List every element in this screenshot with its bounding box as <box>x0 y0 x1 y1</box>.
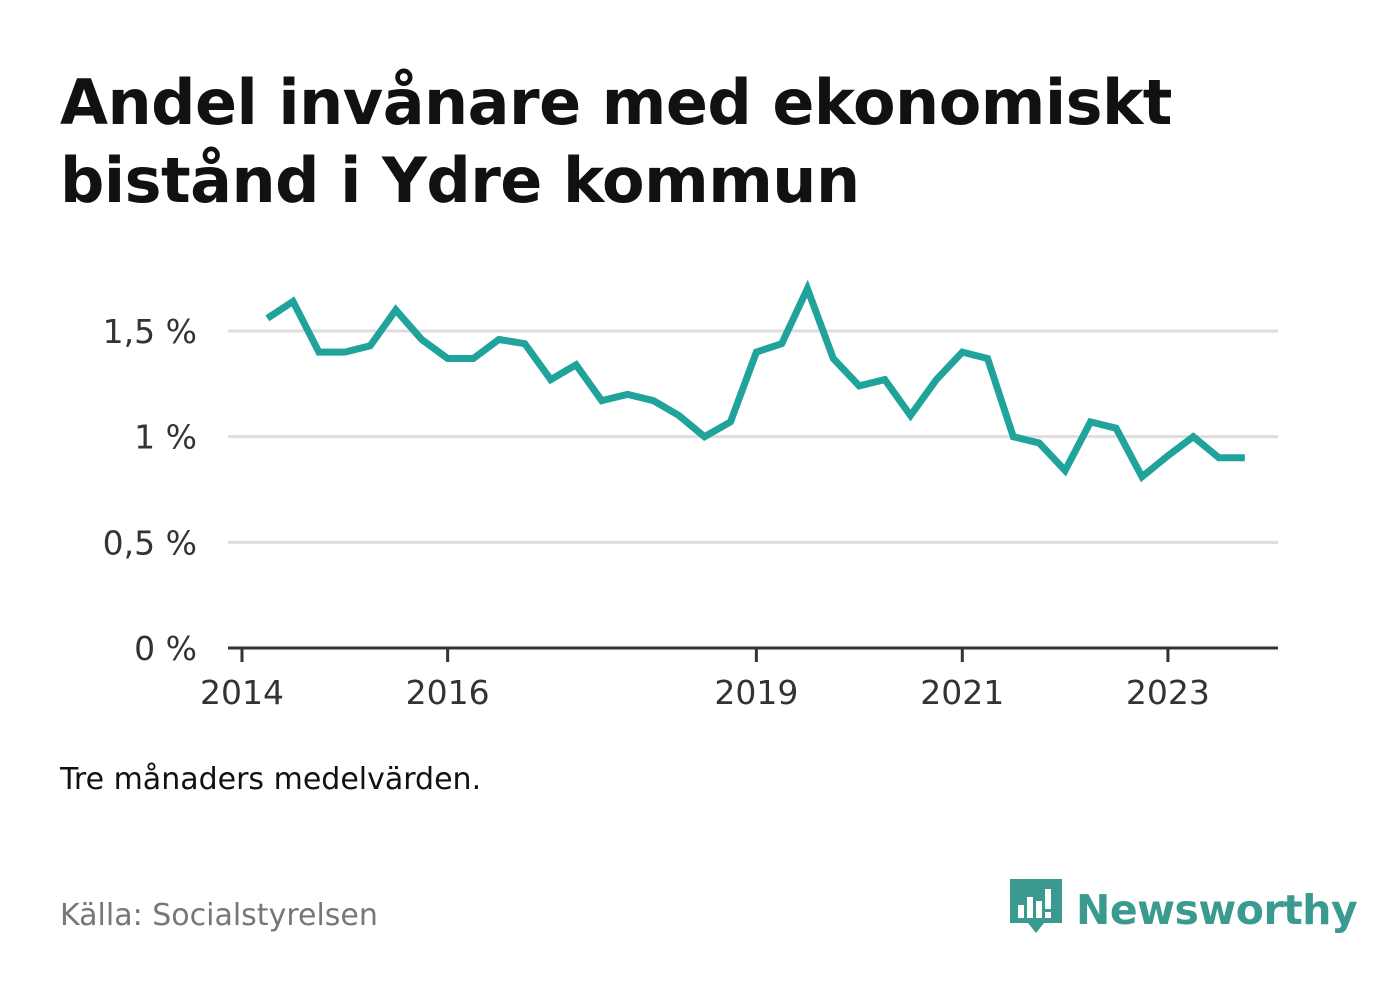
brand-name: Newsworthy <box>1076 886 1358 934</box>
y-tick-label: 0,5 % <box>103 523 197 562</box>
brand-logo: Newsworthy <box>1010 878 1358 942</box>
source-label: Källa: Socialstyrelsen <box>60 898 378 933</box>
x-tick-label: 2014 <box>200 673 284 712</box>
series-line <box>265 279 1245 483</box>
x-tick-label: 2019 <box>714 673 798 712</box>
newsworthy-logo-icon <box>1010 879 1062 933</box>
x-tick-label: 2021 <box>920 673 1004 712</box>
y-tick-label: 1,5 % <box>103 312 197 351</box>
x-tick-label: 2016 <box>406 673 490 712</box>
chart-note: Tre månaders medelvärden. <box>60 762 482 797</box>
y-tick-label: 1 % <box>134 418 197 457</box>
chart-title: Andel invånare med ekonomiskt bistånd i … <box>60 66 1172 217</box>
x-tick-label: 2023 <box>1126 673 1210 712</box>
y-tick-label: 0 % <box>134 629 197 668</box>
gridlines <box>228 329 1278 544</box>
axes: 0 % 0,5 % 1 % 1,5 % 2014 2016 2019 2021 2023 <box>103 312 1278 712</box>
series-layer <box>265 279 1245 483</box>
